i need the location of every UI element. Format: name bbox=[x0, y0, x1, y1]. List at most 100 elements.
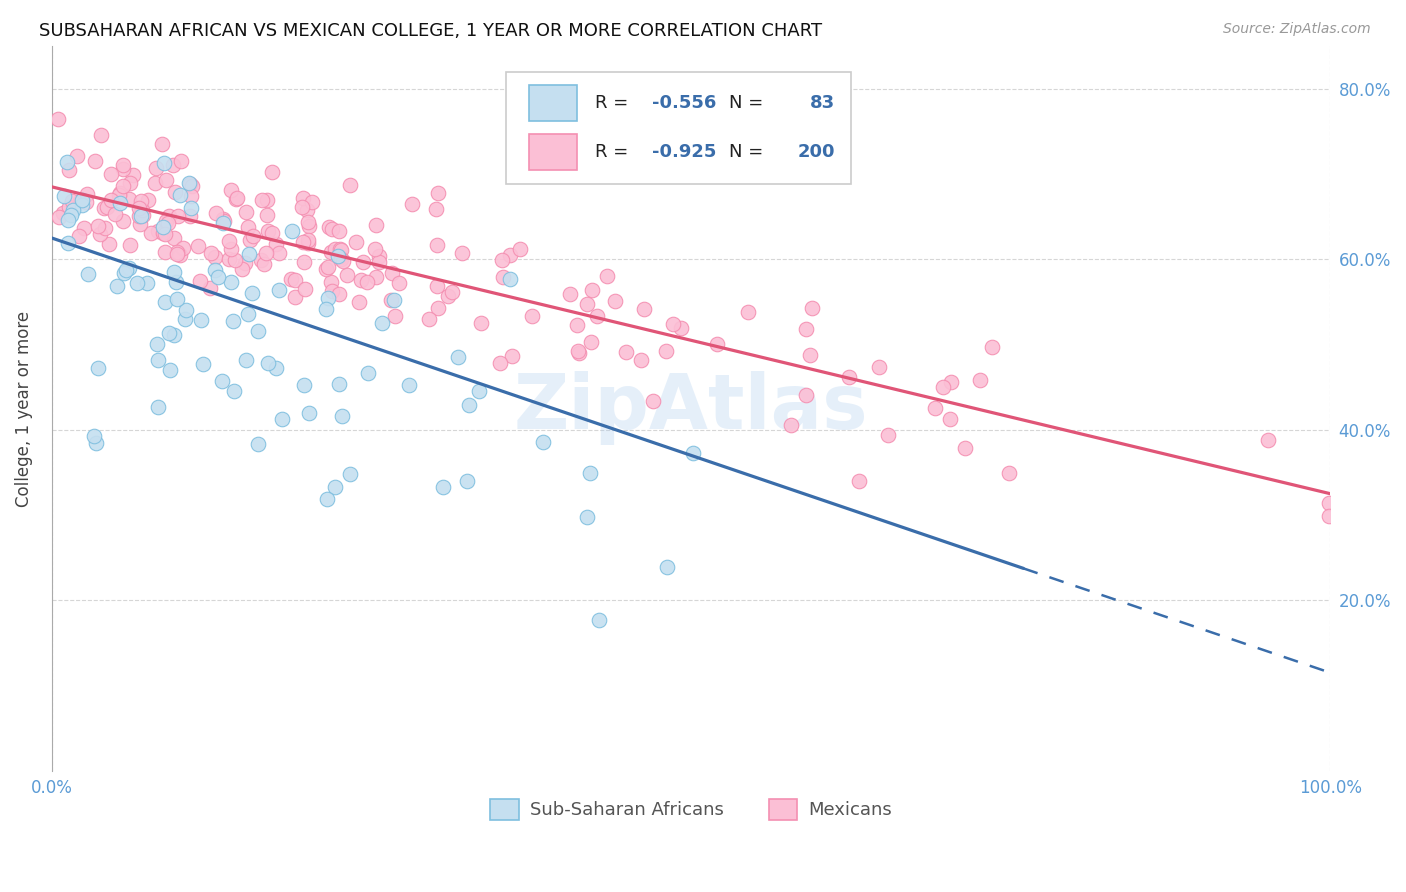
Point bbox=[364, 218, 387, 232]
Point bbox=[1257, 433, 1279, 447]
Point bbox=[146, 353, 169, 368]
Point bbox=[129, 217, 152, 231]
Point bbox=[655, 343, 678, 358]
Point bbox=[129, 209, 152, 223]
Point bbox=[179, 177, 201, 191]
Point bbox=[236, 307, 259, 321]
Point bbox=[301, 195, 323, 210]
Point bbox=[269, 246, 291, 260]
Point bbox=[198, 281, 221, 295]
Point bbox=[166, 293, 188, 307]
Point bbox=[280, 224, 302, 238]
Point bbox=[356, 275, 378, 289]
Point bbox=[131, 202, 153, 217]
Point bbox=[169, 188, 191, 202]
Point bbox=[59, 208, 82, 222]
Point bbox=[52, 205, 75, 219]
Point bbox=[388, 276, 411, 290]
Point bbox=[118, 238, 141, 252]
Y-axis label: College, 1 year or more: College, 1 year or more bbox=[15, 310, 32, 507]
Point bbox=[641, 394, 664, 409]
Point bbox=[357, 366, 380, 380]
Point bbox=[163, 231, 186, 245]
Point bbox=[319, 245, 342, 260]
Point bbox=[256, 193, 278, 207]
Point bbox=[112, 161, 135, 176]
Point bbox=[157, 326, 180, 340]
Point bbox=[108, 187, 131, 202]
Point bbox=[432, 480, 454, 494]
Point bbox=[246, 437, 269, 451]
Point bbox=[292, 377, 315, 392]
Point bbox=[257, 224, 280, 238]
Point bbox=[260, 226, 283, 240]
Point bbox=[329, 250, 352, 264]
Point bbox=[253, 257, 276, 271]
Point bbox=[329, 244, 352, 258]
Point bbox=[509, 242, 531, 256]
Point bbox=[219, 242, 242, 256]
Point bbox=[682, 446, 704, 460]
Point bbox=[426, 186, 449, 200]
Point bbox=[104, 207, 127, 221]
Point bbox=[280, 272, 302, 286]
Point bbox=[139, 226, 162, 240]
Point bbox=[58, 236, 80, 251]
Point bbox=[576, 297, 599, 311]
Point bbox=[180, 189, 202, 203]
Point bbox=[214, 213, 236, 227]
Point bbox=[128, 201, 150, 215]
Point bbox=[298, 219, 321, 233]
Point bbox=[162, 265, 184, 279]
Point bbox=[298, 406, 321, 420]
Point bbox=[207, 270, 229, 285]
Point bbox=[316, 291, 339, 305]
Point bbox=[499, 272, 522, 286]
Point bbox=[328, 376, 350, 391]
Point bbox=[426, 279, 449, 293]
Point bbox=[780, 417, 803, 432]
Point bbox=[250, 252, 273, 267]
Point bbox=[105, 279, 128, 293]
Point bbox=[441, 285, 464, 300]
Point bbox=[179, 176, 201, 190]
Point bbox=[291, 235, 314, 250]
Point bbox=[187, 238, 209, 252]
Point bbox=[172, 241, 194, 255]
Point bbox=[156, 216, 179, 230]
Point bbox=[560, 287, 582, 301]
Point bbox=[204, 262, 226, 277]
Point bbox=[344, 235, 367, 249]
Point bbox=[162, 158, 184, 172]
Point bbox=[108, 196, 131, 211]
Point bbox=[148, 400, 170, 414]
Point bbox=[501, 349, 523, 363]
Point bbox=[128, 209, 150, 223]
Point bbox=[939, 376, 962, 390]
Point bbox=[180, 202, 202, 216]
Point bbox=[329, 252, 352, 266]
Point bbox=[111, 179, 134, 194]
Point bbox=[318, 219, 340, 234]
Point bbox=[174, 302, 197, 317]
Point bbox=[581, 283, 603, 297]
Point bbox=[657, 560, 679, 574]
Point bbox=[204, 206, 226, 220]
Point bbox=[58, 200, 80, 214]
Point bbox=[329, 243, 352, 257]
Point bbox=[339, 178, 361, 193]
Point bbox=[323, 480, 346, 494]
Point bbox=[262, 165, 284, 179]
Point bbox=[662, 318, 685, 332]
Point bbox=[499, 248, 522, 262]
Point bbox=[364, 270, 387, 285]
Point bbox=[877, 428, 900, 442]
Point bbox=[328, 224, 350, 238]
Point bbox=[62, 202, 84, 217]
Point bbox=[93, 221, 115, 235]
Point bbox=[60, 194, 83, 209]
Point bbox=[468, 384, 491, 398]
Point bbox=[242, 229, 264, 244]
Point bbox=[269, 283, 291, 297]
Point bbox=[321, 284, 343, 298]
